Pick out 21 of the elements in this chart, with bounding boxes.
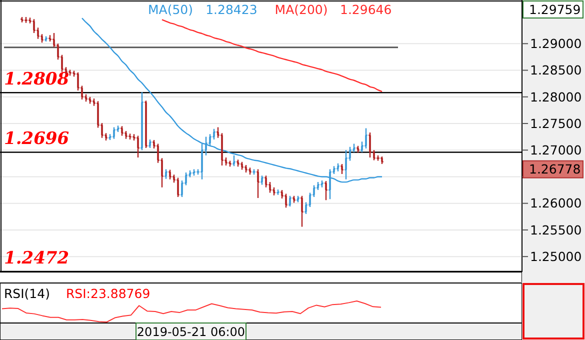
y-tick-label: 1.25000 [530, 248, 582, 264]
annotation: 1.28423 [206, 2, 258, 17]
y-tick-label: 1.28500 [530, 62, 582, 78]
chart-title: RSI(14) [4, 286, 50, 301]
ref-line-label: 1.2472 [4, 248, 70, 268]
ref-line-label: 1.2696 [4, 129, 70, 150]
y-tick-label: 1.27000 [530, 142, 582, 158]
annotation: RSI:23.88769 [66, 286, 150, 301]
y-tick-label: 1.25500 [530, 222, 582, 238]
y-tick-label: 1.26000 [530, 196, 582, 211]
y-tick-label: 1.28000 [530, 89, 582, 104]
text: 1.29759 [529, 2, 581, 17]
text: 2019-05-21 06:00 [136, 325, 246, 340]
line-series [161, 19, 383, 92]
y-tick-label: 1.27500 [530, 116, 582, 131]
y-tick-label: 1.29000 [530, 36, 582, 52]
annotation: 1.29646 [340, 2, 392, 17]
ref-line-label: 1.2808 [4, 70, 70, 90]
text: MA(50) [148, 2, 193, 17]
text: 1.26778 [529, 162, 581, 177]
text: MA(200) [274, 2, 328, 17]
